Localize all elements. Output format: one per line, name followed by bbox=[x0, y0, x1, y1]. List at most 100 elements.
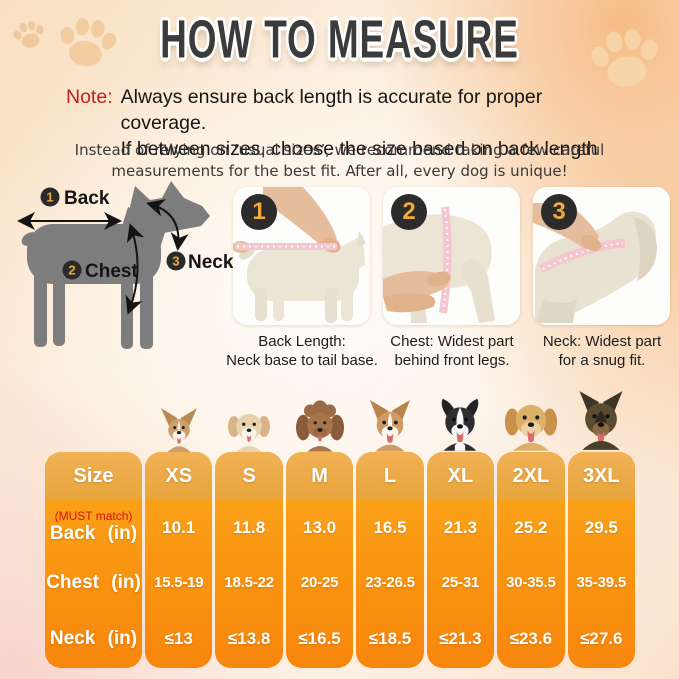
back-value: 25.2 bbox=[514, 517, 548, 537]
paw-print-icon bbox=[60, 18, 117, 67]
back-value: 13.0 bbox=[303, 517, 337, 537]
diagram-badge-1 bbox=[40, 187, 60, 207]
neck-value: ≤13.8 bbox=[227, 629, 271, 648]
size-header: XS bbox=[145, 452, 213, 500]
dog-chihuahua-icon bbox=[160, 408, 197, 452]
svg-text:2: 2 bbox=[68, 263, 75, 278]
diagram-back-label: Back bbox=[64, 188, 110, 209]
neck-value: ≤16.5 bbox=[298, 629, 341, 648]
chest-value: 20-25 bbox=[300, 574, 339, 591]
neck-row-label: Neck (in) bbox=[49, 628, 138, 649]
dog-german-shepherd-icon bbox=[579, 391, 623, 450]
chest-value: 25-31 bbox=[441, 574, 480, 591]
dog-corgi-icon bbox=[369, 400, 410, 452]
size-header: L bbox=[356, 452, 424, 500]
back-value: 29.5 bbox=[584, 517, 618, 537]
caption-line-1: Chest: Widest part bbox=[390, 333, 514, 350]
chest-value: 18.5-22 bbox=[224, 574, 274, 591]
size-table: Size (MUST match) Back (in) Chest (in) N… bbox=[45, 452, 635, 668]
dog-poodle-icon bbox=[295, 400, 344, 452]
measurement-steps: 1 Back Length: Neck base to tail base. bbox=[226, 187, 670, 370]
page-title: HOW TO MEASURE bbox=[160, 10, 519, 70]
step-back-length: 1 Back Length: Neck base to tail base. bbox=[226, 187, 378, 370]
back-row-label-cell: (MUST match) Back (in) bbox=[45, 500, 142, 555]
size-header: M bbox=[285, 452, 354, 500]
diagram-chest-label: Chest bbox=[85, 261, 138, 282]
note-line-1: Always ensure back length is accurate fo… bbox=[120, 86, 543, 134]
step-number: 1 bbox=[252, 198, 266, 225]
dog-mannequin bbox=[239, 231, 366, 323]
chest-measure-arrow bbox=[125, 223, 144, 315]
dog-measurement-diagram: 1 Back 2 Chest 3 Neck bbox=[17, 181, 234, 349]
back-row-label: Back (in) bbox=[49, 523, 138, 544]
size-table-corner: Size bbox=[45, 452, 142, 500]
svg-text:1: 1 bbox=[46, 190, 53, 205]
size-header: 2XL bbox=[497, 452, 565, 500]
neck-value: ≤23.6 bbox=[509, 629, 553, 648]
dog-border-collie-icon bbox=[442, 398, 479, 451]
neck-measure-arrow bbox=[146, 199, 189, 251]
size-column-xl: XL 21.3 25-31 ≤21.3 bbox=[426, 452, 495, 668]
measuring-tape bbox=[538, 238, 626, 273]
step-caption: Neck: Widest part for a snug fit. bbox=[512, 332, 679, 370]
caption-line-2: behind front legs. bbox=[394, 352, 510, 369]
chest-row-label: Chest (in) bbox=[46, 571, 141, 593]
paw-print-icon bbox=[591, 28, 658, 87]
svg-text:3: 3 bbox=[172, 254, 179, 269]
step-number: 2 bbox=[402, 198, 416, 225]
size-header: S bbox=[215, 452, 283, 500]
size-table-label-column: Size (MUST match) Back (in) Chest (in) N… bbox=[45, 452, 142, 668]
size-header: 3XL bbox=[567, 452, 635, 500]
caption-line-1: Back Length: bbox=[258, 333, 346, 350]
step-number-badge: 3 bbox=[541, 194, 577, 230]
measuring-tape bbox=[235, 243, 337, 250]
dog-havanese-puppy-icon bbox=[228, 413, 271, 452]
neck-value: ≤13 bbox=[164, 629, 193, 648]
chest-value: 15.5-19 bbox=[153, 574, 204, 591]
note-block: Note: Always ensure back length is accur… bbox=[66, 84, 626, 162]
dog-mannequin bbox=[535, 211, 657, 323]
step-photo-neck: 3 bbox=[533, 187, 670, 325]
step-photo-chest: 2 bbox=[383, 187, 520, 325]
diagram-badge-2 bbox=[62, 260, 82, 280]
size-header: XL bbox=[426, 452, 495, 500]
size-column-l: L 16.5 23-26.5 ≤18.5 bbox=[356, 452, 424, 668]
back-value: 10.1 bbox=[162, 517, 196, 537]
caption-line-2: Neck base to tail base. bbox=[226, 352, 378, 369]
diagram-neck-label: Neck bbox=[188, 252, 234, 273]
note-line-2: If between sizes, choose the size based … bbox=[120, 138, 598, 160]
subnote-line-1: Instead of relying on ‘usual sizes’, we … bbox=[74, 141, 605, 159]
step-photo-back: 1 bbox=[233, 187, 370, 325]
step-caption: Chest: Widest part behind front legs. bbox=[362, 332, 542, 370]
step-number: 3 bbox=[552, 198, 566, 225]
step-neck: 3 Neck: Widest part for a snug fit. bbox=[533, 187, 670, 370]
note-text: Always ensure back length is accurate fo… bbox=[121, 84, 626, 162]
size-column-s: S 11.8 18.5-22 ≤13.8 bbox=[215, 452, 283, 668]
neck-value: ≤18.5 bbox=[368, 629, 412, 648]
caption-line-1: Neck: Widest part bbox=[542, 333, 662, 350]
step-number-badge: 1 bbox=[241, 194, 277, 230]
subnote-block: Instead of relying on ‘usual sizes’, we … bbox=[0, 140, 679, 182]
breed-cell-empty bbox=[45, 388, 142, 452]
size-column-2xl: 2XL 25.2 30-35.5 ≤23.6 bbox=[497, 452, 565, 668]
chest-value: 23-26.5 bbox=[365, 574, 415, 591]
back-value: 16.5 bbox=[373, 517, 407, 537]
back-value: 21.3 bbox=[443, 517, 477, 537]
caption-line-2: for a snug fit. bbox=[558, 352, 646, 369]
size-column-3xl: 3XL 29.5 35-39.5 ≤27.6 bbox=[567, 452, 635, 668]
step-number-badge: 2 bbox=[391, 194, 427, 230]
neck-value: ≤21.3 bbox=[439, 629, 482, 648]
paw-print-icon bbox=[13, 20, 44, 48]
diagram-badge-3 bbox=[166, 251, 186, 271]
note-label: Note: bbox=[66, 86, 113, 108]
step-chest: 2 Chest: Widest part behind front legs. bbox=[383, 187, 520, 370]
person-hands bbox=[383, 271, 451, 313]
size-column-xs: XS 10.1 15.5-19 ≤13 bbox=[145, 452, 213, 668]
chest-value: 30-35.5 bbox=[506, 574, 556, 591]
size-column-m: M 13.0 20-25 ≤16.5 bbox=[285, 452, 354, 668]
neck-value: ≤27.6 bbox=[580, 629, 623, 648]
measuring-tape bbox=[439, 206, 452, 314]
step-caption: Back Length: Neck base to tail base. bbox=[212, 332, 392, 370]
must-match-note: (MUST match) bbox=[54, 509, 133, 523]
